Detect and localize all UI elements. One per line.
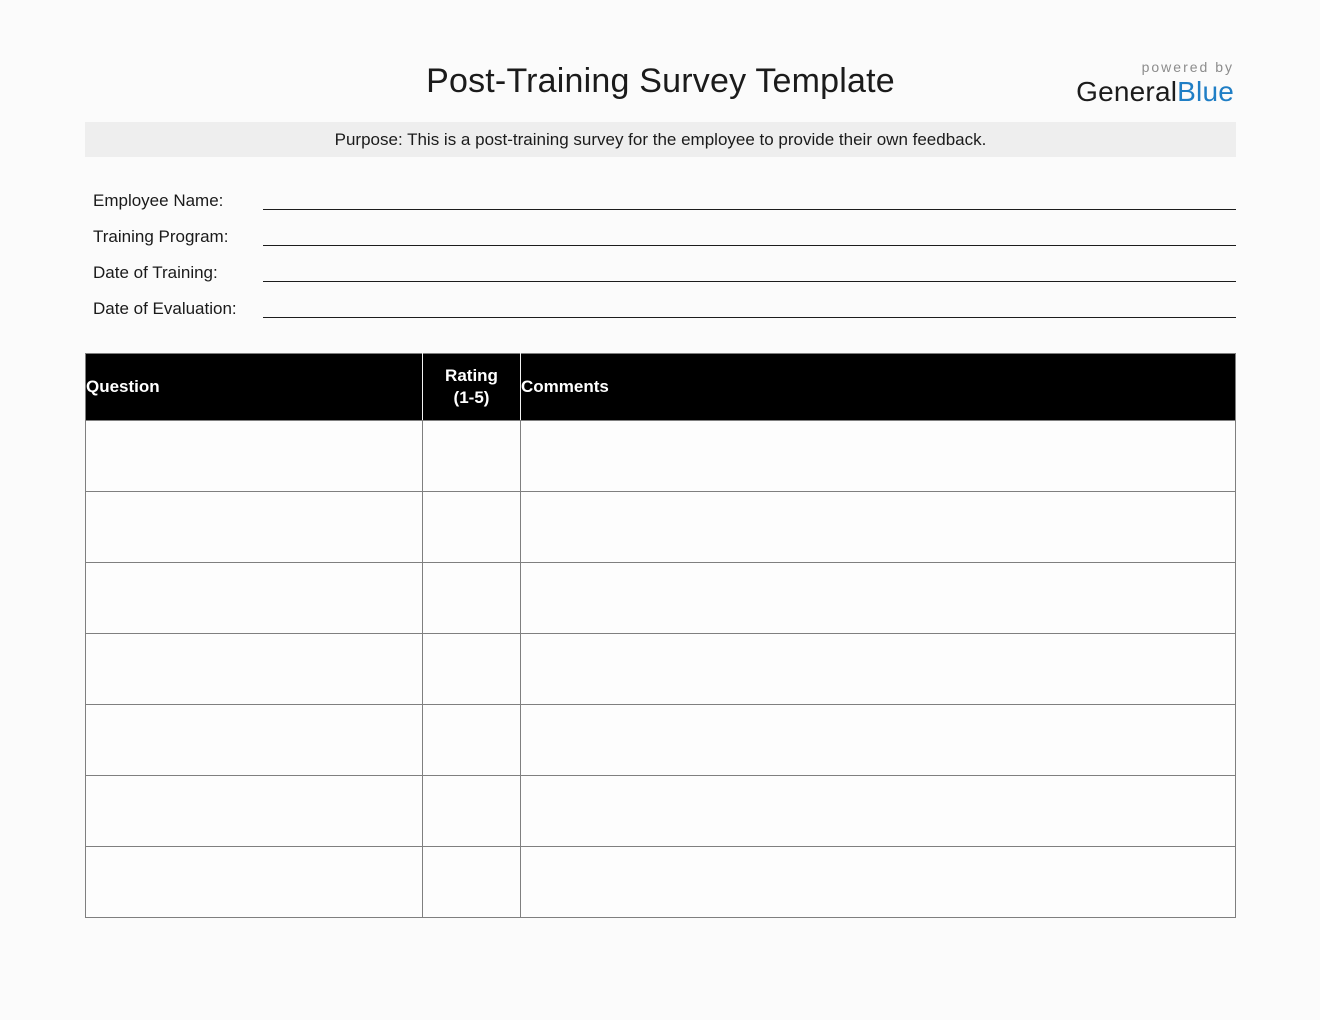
brand-blue-text: Blue [1177, 76, 1234, 107]
question-cell[interactable] [85, 562, 423, 634]
comments-cell[interactable] [520, 846, 1236, 918]
document-page: Post-Training Survey Template powered by… [85, 0, 1236, 918]
table-row [85, 562, 1236, 634]
survey-table-header: Question Rating (1-5) Comments [85, 353, 1236, 421]
rating-cell[interactable] [422, 633, 521, 705]
rating-cell[interactable] [422, 704, 521, 776]
field-label: Training Program: [93, 227, 229, 246]
question-cell[interactable] [85, 491, 423, 563]
table-row [85, 420, 1236, 492]
question-cell[interactable] [85, 704, 423, 776]
rating-cell[interactable] [422, 846, 521, 918]
date-of-training-input-line[interactable] [263, 260, 1236, 282]
document-header: Post-Training Survey Template powered by… [85, 0, 1236, 122]
field-date-of-evaluation: Date of Evaluation: [85, 293, 1236, 329]
rating-cell[interactable] [422, 775, 521, 847]
brand-name: GeneralBlue [1076, 78, 1234, 106]
comments-cell[interactable] [520, 704, 1236, 776]
table-row [85, 633, 1236, 705]
purpose-banner: Purpose: This is a post-training survey … [85, 122, 1236, 157]
table-row [85, 775, 1236, 847]
field-label: Employee Name: [93, 191, 224, 210]
table-row [85, 846, 1236, 918]
question-cell[interactable] [85, 633, 423, 705]
field-label: Date of Training: [93, 263, 218, 282]
field-employee-name: Employee Name: [85, 185, 1236, 221]
comments-cell[interactable] [520, 491, 1236, 563]
comments-cell[interactable] [520, 562, 1236, 634]
rating-header-line2: (1-5) [453, 388, 490, 407]
powered-by-label: powered by [1141, 59, 1234, 75]
comments-cell[interactable] [520, 420, 1236, 492]
comments-cell[interactable] [520, 775, 1236, 847]
rating-cell[interactable] [422, 420, 521, 492]
comments-column-header: Comments [520, 353, 1236, 421]
rating-column-header: Rating (1-5) [422, 353, 521, 421]
rating-header-line1: Rating [445, 365, 498, 385]
field-training-program: Training Program: [85, 221, 1236, 257]
rating-cell[interactable] [422, 491, 521, 563]
fill-in-fields: Employee Name: Training Program: Date of… [85, 185, 1236, 329]
question-cell[interactable] [85, 846, 423, 918]
comments-cell[interactable] [520, 633, 1236, 705]
question-cell[interactable] [85, 420, 423, 492]
table-row [85, 704, 1236, 776]
question-cell[interactable] [85, 775, 423, 847]
brand-general-text: General [1076, 76, 1178, 107]
page-title: Post-Training Survey Template [426, 62, 895, 100]
rating-cell[interactable] [422, 562, 521, 634]
survey-table: Question Rating (1-5) Comments [85, 353, 1236, 918]
purpose-text: Purpose: This is a post-training survey … [334, 129, 987, 149]
employee-name-input-line[interactable] [263, 188, 1236, 210]
date-of-evaluation-input-line[interactable] [263, 296, 1236, 318]
training-program-input-line[interactable] [263, 224, 1236, 246]
field-date-of-training: Date of Training: [85, 257, 1236, 293]
field-label: Date of Evaluation: [93, 299, 237, 318]
question-column-header: Question [85, 353, 423, 421]
brand-logo: powered by GeneralBlue [1076, 60, 1234, 106]
table-row [85, 491, 1236, 563]
